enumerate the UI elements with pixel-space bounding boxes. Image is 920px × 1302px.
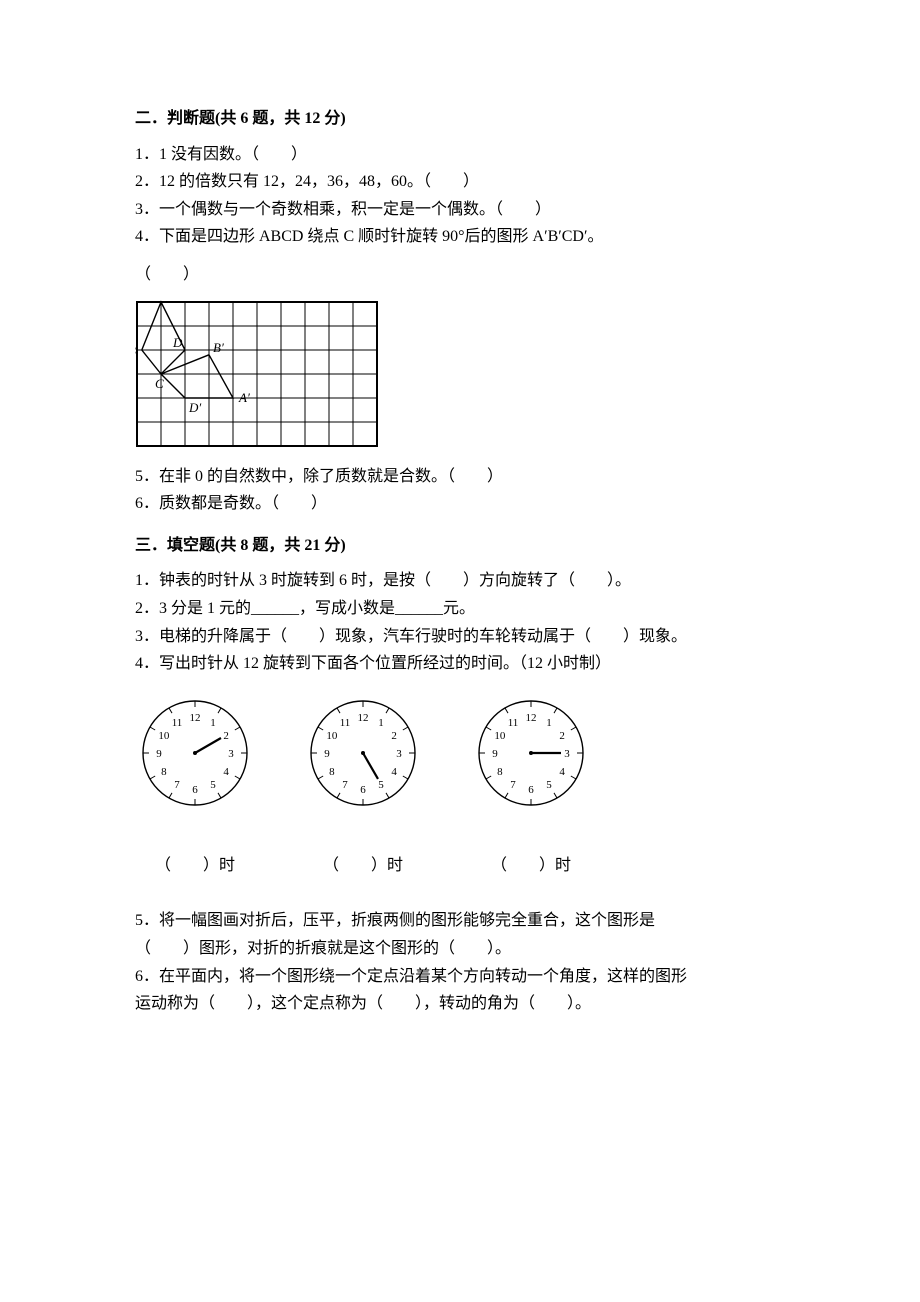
svg-text:7: 7 — [510, 779, 516, 791]
svg-text:6: 6 — [192, 784, 198, 796]
svg-text:2: 2 — [223, 730, 229, 742]
svg-text:10: 10 — [326, 730, 338, 742]
svg-text:8: 8 — [329, 766, 335, 778]
svg-text:12: 12 — [358, 712, 369, 724]
clocks-row: 123456789101112 （ ）时 123456789101112 （ ）… — [135, 693, 785, 879]
svg-text:9: 9 — [324, 748, 330, 760]
svg-text:B: B — [135, 343, 136, 358]
svg-text:10: 10 — [158, 730, 170, 742]
svg-text:A: A — [148, 300, 157, 302]
svg-text:6: 6 — [528, 784, 534, 796]
s2-q3: 3．一个偶数与一个奇数相乘，积一定是一个偶数。（ ） — [135, 197, 785, 223]
s3-q2: 2．3 分是 1 元的______，写成小数是______元。 — [135, 596, 785, 622]
svg-text:12: 12 — [526, 712, 537, 724]
svg-text:1: 1 — [210, 717, 216, 729]
svg-text:12: 12 — [190, 712, 201, 724]
clock-2-label: （ ）时 — [323, 853, 403, 879]
rotation-grid-figure: A B C D B′ A′ D′ — [135, 300, 785, 448]
s3-q5b: （ ）图形，对折的折痕就是这个图形的（ ）。 — [135, 936, 785, 962]
svg-text:11: 11 — [508, 717, 519, 729]
s3-q3: 3．电梯的升降属于（ ）现象，汽车行驶时的车轮转动属于（ ）现象。 — [135, 624, 785, 650]
svg-text:5: 5 — [378, 779, 384, 791]
svg-text:9: 9 — [156, 748, 162, 760]
s3-q5a: 5．将一幅图画对折后，压平，折痕两侧的图形能够完全重合，这个图形是 — [135, 908, 785, 934]
svg-text:4: 4 — [223, 766, 229, 778]
s2-q1: 1．1 没有因数。（ ） — [135, 142, 785, 168]
s2-q2: 2．12 的倍数只有 12，24，36，48，60。（ ） — [135, 169, 785, 195]
section3-header: 三．填空题(共 8 题，共 21 分) — [135, 533, 785, 559]
svg-text:2: 2 — [391, 730, 397, 742]
s2-q4b: （ ） — [135, 262, 785, 288]
s2-q6: 6．质数都是奇数。（ ） — [135, 491, 785, 517]
clock-1: 123456789101112 （ ）时 — [135, 693, 255, 879]
svg-text:8: 8 — [497, 766, 503, 778]
clock-3-label: （ ）时 — [491, 853, 571, 879]
svg-text:11: 11 — [340, 717, 351, 729]
svg-text:1: 1 — [378, 717, 384, 729]
svg-text:B′: B′ — [213, 339, 224, 354]
clock-2: 123456789101112 （ ）时 — [303, 693, 423, 879]
svg-text:10: 10 — [494, 730, 506, 742]
svg-text:8: 8 — [161, 766, 167, 778]
svg-text:D′: D′ — [188, 400, 201, 415]
svg-text:7: 7 — [342, 779, 348, 791]
svg-text:1: 1 — [546, 717, 552, 729]
svg-text:5: 5 — [210, 779, 216, 791]
svg-text:4: 4 — [559, 766, 565, 778]
s3-q4: 4．写出时针从 12 旋转到下面各个位置所经过的时间。（12 小时制） — [135, 651, 785, 677]
svg-text:4: 4 — [391, 766, 397, 778]
s2-q4a: 4．下面是四边形 ABCD 绕点 C 顺时针旋转 90°后的图形 A′B′CD′… — [135, 224, 785, 250]
s3-q6a: 6．在平面内，将一个图形绕一个定点沿着某个方向转动一个角度，这样的图形 — [135, 964, 785, 990]
svg-text:C: C — [155, 376, 164, 391]
svg-text:3: 3 — [564, 748, 570, 760]
svg-text:11: 11 — [172, 717, 183, 729]
svg-text:9: 9 — [492, 748, 498, 760]
clock-1-label: （ ）时 — [155, 853, 235, 879]
svg-text:D: D — [172, 335, 183, 350]
svg-text:A′: A′ — [238, 390, 250, 405]
s2-q5: 5．在非 0 的自然数中，除了质数就是合数。（ ） — [135, 464, 785, 490]
svg-text:3: 3 — [396, 748, 402, 760]
svg-text:6: 6 — [360, 784, 366, 796]
svg-text:3: 3 — [228, 748, 234, 760]
section2-header: 二．判断题(共 6 题，共 12 分) — [135, 106, 785, 132]
s3-q6b: 运动称为（ ），这个定点称为（ ），转动的角为（ ）。 — [135, 991, 785, 1017]
svg-text:5: 5 — [546, 779, 552, 791]
clock-3: 123456789101112 （ ）时 — [471, 693, 591, 879]
s3-q1: 1．钟表的时针从 3 时旋转到 6 时，是按（ ）方向旋转了（ ）。 — [135, 568, 785, 594]
svg-text:7: 7 — [174, 779, 180, 791]
svg-text:2: 2 — [559, 730, 565, 742]
